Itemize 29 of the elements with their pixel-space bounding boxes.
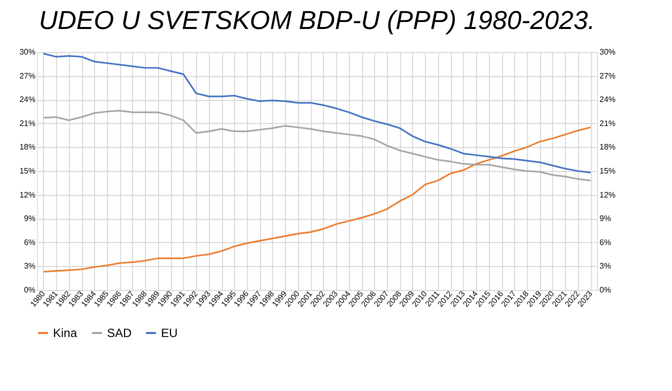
y-tick-label: 27% bbox=[19, 71, 36, 80]
y-tick-label: 24% bbox=[19, 95, 36, 104]
y-tick-label: 6% bbox=[24, 238, 36, 247]
y-tick-label: 18% bbox=[19, 142, 36, 152]
line-series bbox=[42, 52, 592, 174]
legend-label: Kina bbox=[53, 326, 78, 340]
y-tick-label: 12% bbox=[19, 190, 36, 200]
y2-tick-label: 0% bbox=[600, 286, 612, 294]
y2-tick-label: 3% bbox=[600, 262, 612, 271]
line-series bbox=[42, 126, 592, 273]
y-tick-label: 15% bbox=[19, 166, 36, 176]
y2-tick-label: 18% bbox=[600, 142, 616, 152]
y-tick-label: 9% bbox=[24, 214, 36, 224]
y2-tick-label: 30% bbox=[600, 48, 616, 56]
y2-tick-label: 12% bbox=[600, 190, 616, 200]
y2-tick-label: 6% bbox=[600, 238, 612, 247]
y-tick-label: 0% bbox=[24, 286, 36, 294]
y2-tick-label: 9% bbox=[600, 214, 612, 224]
line-series bbox=[42, 110, 592, 182]
legend-label: EU bbox=[161, 326, 178, 340]
y-tick-label: 30% bbox=[19, 48, 36, 56]
y2-tick-label: 24% bbox=[600, 95, 616, 104]
y2-tick-label: 15% bbox=[600, 166, 616, 176]
y2-tick-label: 27% bbox=[600, 71, 616, 80]
chart-title: UDEO U SVETSKOM BDP-U (PPP) 1980-2023. bbox=[38, 5, 596, 35]
y-tick-label: 3% bbox=[24, 262, 36, 271]
y2-tick-label: 21% bbox=[600, 118, 616, 128]
y-tick-label: 21% bbox=[19, 118, 36, 128]
legend-label: SAD bbox=[107, 326, 132, 340]
